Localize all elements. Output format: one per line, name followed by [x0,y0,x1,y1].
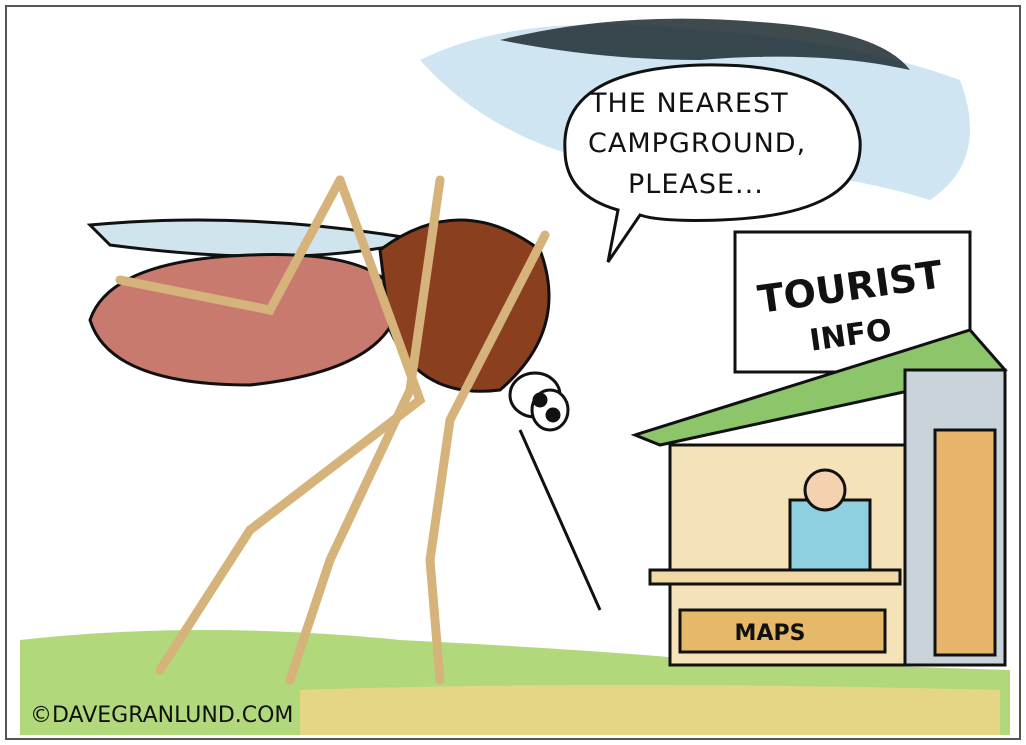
credit: ©DAVEGRANLUND.COM [30,703,293,728]
pupil [534,394,546,406]
speech-line: PLEASE... [628,169,764,200]
pupil [547,409,559,421]
cartoon: THE NEAREST CAMPGROUND, PLEASE... TOURIS… [0,0,1026,745]
page: THE NEAREST CAMPGROUND, PLEASE... TOURIS… [0,0,1026,745]
door [935,430,995,655]
counter-label: MAPS [735,621,806,646]
attendant-head [805,470,845,510]
counter [650,570,900,584]
dirt-path [300,685,1000,735]
speech-line: THE NEAREST [589,88,789,119]
speech-line: CAMPGROUND, [588,128,806,159]
